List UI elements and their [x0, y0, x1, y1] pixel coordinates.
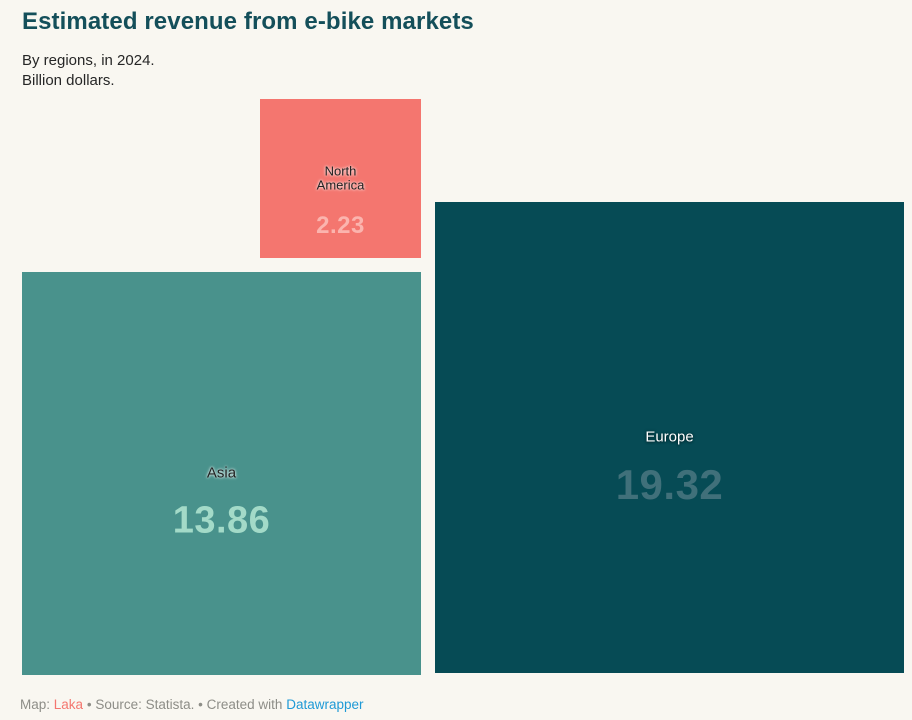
datawrapper-credit-link[interactable]: Datawrapper — [286, 697, 364, 712]
region-block-north-america: North America 2.23 — [260, 99, 421, 258]
region-value-north-america: 2.23 — [316, 211, 365, 239]
region-label-north-america: North America — [316, 162, 365, 193]
region-label-asia: Asia — [206, 464, 237, 482]
footer-source-text: Source: Statista. — [95, 697, 195, 712]
subtitle-line-1: By regions, in 2024. — [22, 52, 155, 69]
laka-credit-link[interactable]: Laka — [53, 697, 84, 712]
chart-subtitle: By regions, in 2024. Billion dollars. — [22, 51, 155, 91]
region-label-europe: Europe — [645, 428, 694, 446]
footer-created-text: Created with — [206, 697, 283, 712]
footer-separator: • — [86, 697, 92, 712]
chart-footer: Map: Laka • Source: Statista. • Created … — [20, 697, 364, 712]
region-value-asia: 13.86 — [172, 499, 271, 541]
region-block-asia: Asia 13.86 — [22, 272, 421, 675]
subtitle-line-2: Billion dollars. — [22, 72, 115, 89]
footer-map-label: Map: — [20, 697, 51, 712]
region-value-europe: 19.32 — [615, 460, 724, 508]
chart-title: Estimated revenue from e-bike markets — [22, 8, 474, 35]
region-block-europe: Europe 19.32 — [435, 202, 904, 673]
footer-separator: • — [198, 697, 203, 712]
